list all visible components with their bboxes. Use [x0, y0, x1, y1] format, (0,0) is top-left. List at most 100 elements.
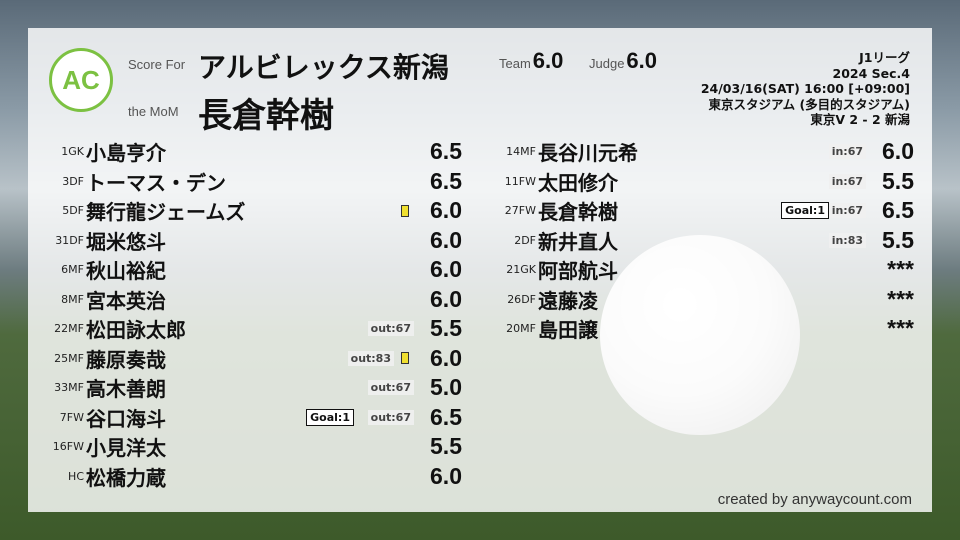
player-row: 5DF 舞行龍ジェームズ 6.0	[32, 196, 462, 225]
yellow-card-icon	[401, 204, 409, 217]
player-position: 20MF	[506, 322, 536, 335]
player-score: 5.0	[430, 374, 462, 400]
player-score: 6.0	[882, 138, 914, 164]
venue: 東京スタジアム (多目的スタジアム)	[708, 96, 910, 112]
substitution-tag: out:67	[367, 409, 414, 425]
player-row: 8MF 宮本英治 6.0	[32, 285, 462, 314]
player-row: 31DF 堀米悠斗 6.0	[32, 226, 462, 255]
goal-badge: Goal:1	[781, 202, 829, 219]
player-position: 21GK	[506, 263, 536, 276]
player-name: 秋山裕紀	[86, 259, 166, 283]
player-position: 33MF	[54, 381, 84, 394]
player-name: 高木善朗	[86, 377, 166, 401]
player-name: 松田詠太郎	[86, 318, 186, 342]
player-score: 6.0	[430, 344, 462, 371]
score-panel	[28, 28, 932, 512]
yellow-card-icon	[401, 352, 409, 364]
anywaycount-logo: AC	[49, 48, 113, 112]
player-score: 6.5	[430, 403, 462, 430]
player-position: 6MF	[61, 263, 84, 276]
player-position: 8MF	[61, 292, 84, 306]
player-name: 長谷川元希	[538, 141, 638, 165]
player-name: 松橋力蔵	[86, 465, 166, 490]
player-score: 5.5	[430, 315, 462, 341]
player-name: 小島亨介	[86, 141, 166, 165]
player-row: 11FW 太田修介 5.5 in:67	[484, 167, 914, 196]
player-name: 小見洋太	[86, 436, 166, 460]
substitution-tag: in:83	[828, 232, 866, 248]
player-name: 遠藤凌	[538, 288, 598, 313]
credit: created by anywaycount.com	[717, 491, 912, 508]
player-score: 6.0	[430, 226, 462, 253]
player-position: 11FW	[504, 174, 536, 188]
player-position: 26DF	[507, 292, 536, 306]
player-score: 6.0	[430, 256, 462, 282]
player-name: 阿部航斗	[538, 259, 618, 283]
player-score: 6.5	[882, 197, 914, 223]
player-score: 6.0	[430, 285, 462, 312]
league: J1リーグ	[859, 50, 910, 65]
player-name: 藤原奏哉	[86, 347, 166, 372]
player-row: 7FW 谷口海斗 6.5 out:67 Goal:1	[32, 403, 462, 432]
mom-name: 長倉幹樹	[198, 96, 334, 136]
player-row: 25MF 藤原奏哉 6.0 out:83	[32, 344, 462, 373]
mom-label: the MoM	[128, 104, 179, 119]
player-row: 6MF 秋山裕紀 6.0	[32, 255, 462, 284]
player-name: 新井直人	[538, 229, 618, 254]
player-position: 5DF	[62, 204, 84, 217]
player-position: 1GK	[61, 145, 84, 158]
player-row: 20MF 島田譲 ***	[484, 314, 914, 343]
judge-score: Judge6.0	[589, 48, 658, 73]
substitution-tag: in:67	[828, 173, 866, 189]
match-info: J1リーグ 2024 Sec.4 24/03/16(SAT) 16:00 [+0…	[701, 50, 910, 128]
player-score: 5.5	[430, 433, 462, 459]
player-score: 6.0	[430, 197, 462, 223]
result: 東京V 2 - 2 新潟	[810, 112, 910, 127]
season: 2024 Sec.4	[832, 65, 910, 81]
player-name: 太田修介	[538, 170, 618, 195]
player-name: 舞行龍ジェームズ	[86, 200, 246, 224]
player-score: 6.0	[430, 462, 462, 489]
player-row: HC 松橋力蔵 6.0	[32, 462, 462, 491]
player-score: ***	[887, 256, 914, 282]
player-position: 14MF	[506, 145, 536, 158]
player-position: HC	[68, 469, 84, 483]
substitution-tag: out:83	[347, 350, 394, 366]
datetime: 24/03/16(SAT) 16:00 [+09:00]	[700, 81, 910, 96]
player-row: 27FW 長倉幹樹 6.5 in:67 Goal:1	[484, 196, 914, 225]
player-row: 16FW 小見洋太 5.5	[32, 432, 462, 461]
substitution-tag: out:67	[367, 380, 414, 395]
player-name: 堀米悠斗	[86, 229, 166, 254]
player-position: 22MF	[54, 322, 84, 335]
player-position: 3DF	[62, 174, 84, 188]
player-name: 島田譲	[538, 318, 598, 342]
player-row: 33MF 高木善朗 5.0 out:67	[32, 373, 462, 402]
player-position: 7FW	[59, 410, 84, 424]
player-row: 22MF 松田詠太郎 5.5 out:67	[32, 314, 462, 343]
player-position: 16FW	[52, 440, 84, 453]
score-for-label: Score For	[128, 57, 186, 72]
player-row: 2DF 新井直人 5.5 in:83	[484, 226, 914, 255]
logo-text: AC	[62, 64, 100, 95]
player-row: 21GK 阿部航斗 ***	[484, 255, 914, 284]
player-position: 27FW	[504, 204, 536, 217]
player-score: 5.5	[882, 226, 914, 253]
player-row: 26DF 遠藤凌 ***	[484, 285, 914, 314]
team-score: Team6.0	[499, 48, 564, 73]
player-score: ***	[887, 315, 914, 341]
substitution-tag: in:67	[828, 203, 866, 218]
player-score: 6.5	[430, 138, 462, 164]
substitution-tag: in:67	[828, 144, 866, 159]
player-position: 25MF	[54, 351, 84, 365]
player-row: 3DF トーマス・デン 6.5	[32, 167, 462, 196]
player-score: 6.5	[430, 167, 462, 194]
player-name: 宮本英治	[86, 288, 166, 313]
team-name: アルビレックス新潟	[198, 51, 449, 84]
goal-badge: Goal:1	[306, 408, 354, 426]
player-name: 長倉幹樹	[538, 200, 618, 224]
player-row: 14MF 長谷川元希 6.0 in:67	[484, 137, 914, 166]
player-name: トーマス・デン	[86, 170, 226, 195]
player-score: 5.5	[882, 167, 914, 194]
player-name: 谷口海斗	[86, 406, 166, 431]
substitution-tag: out:67	[367, 321, 414, 336]
